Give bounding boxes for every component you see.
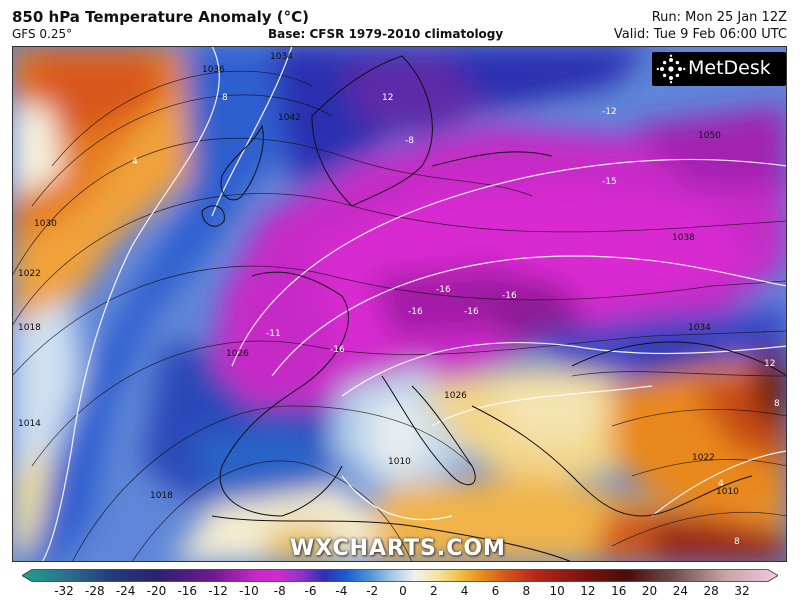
map-frame <box>12 46 787 562</box>
colorbar-tick-label: -12 <box>208 584 228 598</box>
colorbar-ticks: -32 -28 -24 -20 -16 -12 -10 -8 -6 -4 -2 0 2 4 6 8 10 12 16… <box>0 584 800 604</box>
isobar-lines <box>12 70 787 562</box>
anomaly-label: -16 <box>330 345 345 355</box>
anomaly-map: 1036 1034 1042 1030 1022 1018 1026 1014 … <box>12 46 787 562</box>
isobar-label: 1034 <box>688 323 711 333</box>
colorbar-tick-label: -32 <box>54 584 74 598</box>
isobar-label: 1036 <box>202 65 225 75</box>
anomaly-label-group: 4 8 12 -8 -12 -15 -16 -16 -16 -16 -16 -1… <box>132 93 780 547</box>
model-label: GFS 0.25° <box>12 27 73 41</box>
isobar-label: 1038 <box>672 233 695 243</box>
anomaly-label: -12 <box>602 107 617 117</box>
isobar-label: 1022 <box>18 269 41 279</box>
anomaly-label: 12 <box>382 93 393 103</box>
valid-time-label: Valid: Tue 9 Feb 06:00 UTC <box>613 27 787 42</box>
isobar-label-group: 1036 1034 1042 1030 1022 1018 1026 1014 … <box>18 52 739 501</box>
isobar-label: 1050 <box>698 131 721 141</box>
map-canvas: 1036 1034 1042 1030 1022 1018 1026 1014 … <box>12 46 787 562</box>
colorbar-tick-label: 32 <box>734 584 750 598</box>
isobar-label: 1022 <box>692 453 715 463</box>
anomaly-label: -16 <box>464 307 479 317</box>
colorbar-tick-label: -24 <box>115 584 136 598</box>
anomaly-label: -11 <box>266 329 281 339</box>
colorbar-tick-label: -16 <box>177 584 198 598</box>
colorbar-tick-label: 28 <box>703 584 719 598</box>
metdesk-star-icon <box>656 54 686 84</box>
colorbar-tick-label: 20 <box>641 584 658 598</box>
colorbar-tick-label: -10 <box>239 584 259 598</box>
anomaly-contours <box>41 46 787 562</box>
colorbar-tick-label: 2 <box>429 584 438 598</box>
colorbar-fill <box>22 569 778 582</box>
logo-text: MetDesk <box>688 57 771 79</box>
anomaly-label: 8 <box>222 93 228 103</box>
anomaly-label: 4 <box>132 157 138 167</box>
wxcharts-watermark: WXCHARTS.COM <box>290 536 506 561</box>
anomaly-label: 12 <box>764 359 775 369</box>
colorbar-tick-label: 10 <box>549 584 565 598</box>
isobar-label: 1010 <box>388 457 411 467</box>
colorbar-tick-label: 24 <box>672 584 688 598</box>
colorbar <box>22 569 778 582</box>
anomaly-label: -16 <box>436 285 451 295</box>
coastlines <box>201 55 787 562</box>
colorbar-tick-label: -2 <box>366 584 379 598</box>
colorbar-tick-label: -6 <box>304 584 317 598</box>
metdesk-logo: MetDesk <box>652 52 786 86</box>
anomaly-label: -16 <box>502 291 517 301</box>
colorbar-tick-label: -8 <box>273 584 286 598</box>
anomaly-field <box>12 46 787 562</box>
colorbar-tick-label: -28 <box>85 584 105 598</box>
isobar-label: 1014 <box>18 419 41 429</box>
isobar-label: 1030 <box>34 219 57 229</box>
colorbar-tick-label: 8 <box>522 584 531 598</box>
colorbar-tick-label: -20 <box>146 584 167 598</box>
anomaly-label: 4 <box>718 479 724 489</box>
colorbar-tick-label: 6 <box>491 584 500 598</box>
anomaly-label: -8 <box>405 136 414 146</box>
run-time-label: Run: Mon 25 Jan 12Z <box>651 10 787 25</box>
isobar-label: 1026 <box>226 349 249 359</box>
isobar-label: 1026 <box>444 391 467 401</box>
isobar-label: 1010 <box>716 487 739 497</box>
colorbar-tick-label: 12 <box>580 584 596 598</box>
colorbar-tick-label: -4 <box>335 584 348 598</box>
chart-title: 850 hPa Temperature Anomaly (°C) <box>12 8 309 26</box>
climatology-base-label: Base: CFSR 1979-2010 climatology <box>268 27 504 41</box>
colorbar-tick-label: 0 <box>399 584 407 598</box>
anomaly-label: -15 <box>602 177 617 187</box>
isobar-label: 1034 <box>270 52 293 62</box>
isobar-label: 1018 <box>18 323 41 333</box>
isobar-label: 1018 <box>150 491 173 501</box>
colorbar-tick-label: 4 <box>460 584 469 598</box>
isobar-label: 1042 <box>278 113 301 123</box>
anomaly-label: 8 <box>734 537 740 547</box>
chart-header: 850 hPa Temperature Anomaly (°C) GFS 0.2… <box>0 0 800 46</box>
anomaly-label: -16 <box>408 307 423 317</box>
colorbar-tick-label: 16 <box>611 584 627 598</box>
anomaly-label: 8 <box>774 399 780 409</box>
